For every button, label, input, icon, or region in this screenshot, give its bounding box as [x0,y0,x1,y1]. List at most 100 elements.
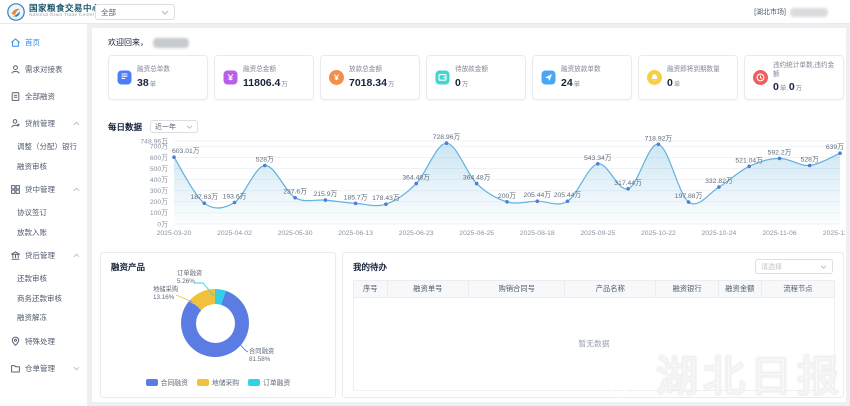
svg-text:100万: 100万 [150,209,168,217]
sidebar-item-all-financing[interactable]: 全部融资 [0,83,87,110]
sidebar-subitem[interactable]: 调整（分配）银行 [0,137,87,157]
legend-label: 合同融资 [160,380,188,387]
stat-value: 0万 [455,76,469,89]
brand: 国家粮食交易中心 National Grain Trade Center [0,2,102,21]
todo-column-header: 序号 [354,281,388,297]
svg-text:2025-03-20: 2025-03-20 [157,230,192,237]
chevron-down-icon [820,265,827,269]
brand-logo-icon [7,2,25,21]
my-todo-card: 我的待办 请选择 序号 融资单号 购销合同号 产品名称 融资银行 融资金额 流程节点 暂无数… [342,252,844,398]
legend-item[interactable]: 合同融资 [145,377,188,387]
legend-swatch [196,378,209,386]
svg-text:728.96万: 728.96万 [433,133,461,141]
sidebar-subitem[interactable]: 融资审核 [0,157,87,177]
legend-label: 地储采购 [211,380,240,387]
sidebar-subitem[interactable]: 商务还款审核 [0,289,87,309]
todo-table: 序号 融资单号 购销合同号 产品名称 融资银行 融资金额 流程节点 暂无数据 [353,280,835,391]
svg-text:178.43万: 178.43万 [372,194,400,202]
stat-card: 违约统计单数,违约金额 0单,0万 [744,55,844,100]
market-filter-select[interactable]: 全部 [95,4,175,20]
sidebar-item-post-loan[interactable]: 贷后管理 [0,242,87,269]
svg-text:193.6万: 193.6万 [223,193,247,201]
stat-value: 7018.34万 [349,76,395,89]
svg-text:2025-04-02: 2025-04-02 [217,230,252,237]
redacted-username [153,37,189,48]
financing-products-card: 融资产品 订单融资 5.26% 地储采购 13.16% 合同融资 81.58% 合同融… [100,252,336,398]
home-icon [10,37,21,48]
svg-text:639万: 639万 [826,143,844,151]
market-filter-value: 全部 [101,7,116,17]
stat-value: 11806.4万 [243,76,288,89]
svg-text:2025-11-06: 2025-11-06 [762,230,796,237]
sidebar-subitem[interactable]: 协议签订 [0,203,87,223]
legend-label: 订单融资 [263,380,291,387]
user-gear-icon [10,118,21,129]
chevron-up-icon [73,187,80,192]
legend-item[interactable]: 订单融资 [248,377,290,387]
svg-text:2025-05-30: 2025-05-30 [278,230,313,237]
chevron-up-icon [73,121,80,126]
sidebar-subitem[interactable]: 放款入账 [0,223,87,243]
svg-text:2025-06-25: 2025-06-25 [459,230,494,237]
svg-text:185.7万: 185.7万 [344,193,368,201]
sidebar-item-mid-loan[interactable]: 贷中管理 [0,176,87,203]
range-select-value: 近一年 [155,123,177,131]
wallet-icon [435,70,450,85]
svg-text:500万: 500万 [150,165,168,173]
sidebar-item-warehouse[interactable]: 仓单管理 [0,355,87,382]
legend-item[interactable]: 地储采购 [196,377,240,387]
sidebar-subitem-label: 调整（分配）银行 [17,142,77,152]
legend-swatch [145,378,158,386]
top-header: 国家粮食交易中心 National Grain Trade Center 全部 … [0,0,850,24]
svg-text:215.9万: 215.9万 [313,190,337,198]
svg-text:300万: 300万 [150,187,168,195]
todo-column-header: 产品名称 [565,281,657,297]
bell-icon [647,70,662,85]
stat-title: 融资放款单数 [561,66,601,74]
sidebar-item-home[interactable]: 首页 [0,29,87,56]
stat-value: 24单 [561,76,580,89]
market-tag: [湖北市场] [754,9,786,16]
sidebar-subitem[interactable]: 融资解冻 [0,308,87,328]
stat-card: 融资放款单数 24单 [532,55,632,100]
stat-title: 待放款金额 [455,66,488,74]
brand-subtitle: National Grain Trade Center [29,13,95,19]
sidebar-subitem[interactable]: 还款审核 [0,269,87,289]
todo-filter-placeholder: 请选择 [761,263,782,271]
sidebar-item-label: 贷前管理 [25,119,55,128]
svg-text:528万: 528万 [801,156,819,164]
stat-value: 0单,0万 [773,80,803,93]
donut-label-reserve-purchase: 地储采购 13.16% [153,286,179,302]
svg-text:400万: 400万 [150,176,168,184]
svg-text:0万: 0万 [157,220,168,228]
document-icon [10,91,21,102]
range-select[interactable]: 近一年 [150,120,199,133]
svg-text:332.82万: 332.82万 [705,177,733,185]
sidebar-item-label: 全部融资 [25,92,55,101]
sidebar-item-special[interactable]: 特殊处理 [0,328,87,355]
redacted-username-header[interactable] [790,7,828,17]
send-icon [541,70,556,85]
todo-table-header: 序号 融资单号 购销合同号 产品名称 融资银行 融资金额 流程节点 [353,280,835,298]
pin-icon [10,336,21,347]
document-icon [117,70,132,85]
todo-filter-select[interactable]: 请选择 [755,259,833,274]
legend-swatch [248,378,261,386]
my-todo-title: 我的待办 [353,262,388,272]
user-icon [10,64,21,75]
svg-text:2025-10-24: 2025-10-24 [702,230,737,237]
svg-text:2025-08-18: 2025-08-18 [520,230,555,237]
welcome-text: 欢迎回来， [108,38,148,47]
sidebar-item-demand-list[interactable]: 需求对接表 [0,56,87,83]
stat-title: 融资总单数 [137,66,170,74]
stat-card: 融资即将到期数量 0单 [638,55,738,100]
stat-card: 放款总金额 7018.34万 [320,55,420,100]
financing-products-donut-chart [181,289,249,357]
svg-text:603.01万: 603.01万 [172,147,200,155]
chevron-down-icon [161,10,169,15]
sidebar-item-pre-loan[interactable]: 贷前管理 [0,110,87,137]
brand-title: 国家粮食交易中心 [29,3,102,14]
svg-text:2025-11-18: 2025-11-18 [823,230,845,237]
